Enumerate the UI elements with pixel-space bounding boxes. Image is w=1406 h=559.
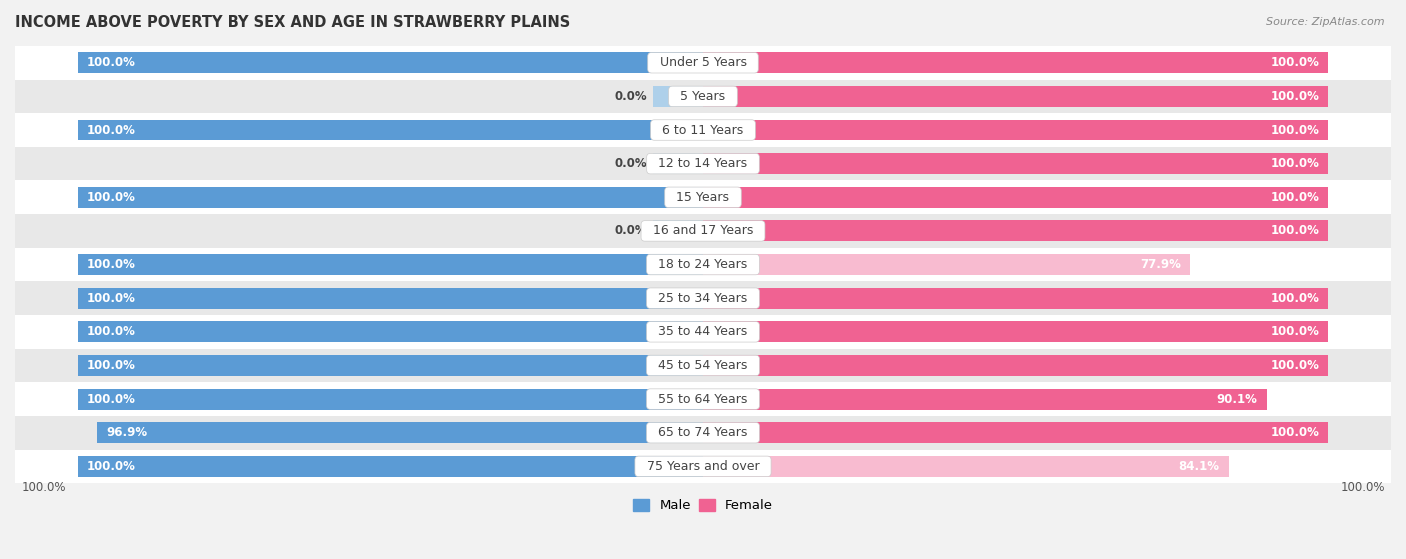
Bar <box>652 220 703 241</box>
Bar <box>15 46 1391 79</box>
Bar <box>703 389 1267 410</box>
Text: 100.0%: 100.0% <box>87 191 136 204</box>
Bar <box>703 355 1329 376</box>
Text: 100.0%: 100.0% <box>87 325 136 338</box>
Bar <box>703 86 1329 107</box>
Bar <box>15 79 1391 113</box>
Bar <box>77 456 703 477</box>
Text: 90.1%: 90.1% <box>1216 392 1257 406</box>
Bar <box>77 355 703 376</box>
Bar <box>15 248 1391 281</box>
Text: 15 Years: 15 Years <box>668 191 738 204</box>
Bar <box>15 147 1391 181</box>
Text: 100.0%: 100.0% <box>87 359 136 372</box>
Bar <box>703 321 1329 342</box>
Bar <box>703 53 1329 73</box>
Text: 77.9%: 77.9% <box>1140 258 1181 271</box>
Bar <box>703 422 1329 443</box>
Text: 6 to 11 Years: 6 to 11 Years <box>654 124 752 136</box>
Text: 100.0%: 100.0% <box>1270 56 1319 69</box>
Text: 0.0%: 0.0% <box>614 90 647 103</box>
Text: Under 5 Years: Under 5 Years <box>651 56 755 69</box>
Text: 100.0%: 100.0% <box>87 460 136 473</box>
Text: INCOME ABOVE POVERTY BY SEX AND AGE IN STRAWBERRY PLAINS: INCOME ABOVE POVERTY BY SEX AND AGE IN S… <box>15 15 571 30</box>
Bar <box>77 321 703 342</box>
Bar <box>77 120 703 140</box>
Text: 12 to 14 Years: 12 to 14 Years <box>651 157 755 170</box>
Bar <box>703 187 1329 208</box>
Bar <box>703 153 1329 174</box>
Bar <box>15 349 1391 382</box>
Bar <box>15 315 1391 349</box>
Text: 100.0%: 100.0% <box>87 124 136 136</box>
Bar <box>703 254 1191 275</box>
Text: 100.0%: 100.0% <box>87 258 136 271</box>
Text: 100.0%: 100.0% <box>21 481 66 494</box>
Text: 100.0%: 100.0% <box>1270 157 1319 170</box>
Text: 0.0%: 0.0% <box>614 224 647 238</box>
Text: 100.0%: 100.0% <box>87 292 136 305</box>
Bar <box>15 214 1391 248</box>
Text: 100.0%: 100.0% <box>87 392 136 406</box>
Text: 100.0%: 100.0% <box>1340 481 1385 494</box>
Text: 100.0%: 100.0% <box>1270 325 1319 338</box>
Bar <box>703 456 1229 477</box>
Text: 35 to 44 Years: 35 to 44 Years <box>651 325 755 338</box>
Bar <box>97 422 703 443</box>
Text: 5 Years: 5 Years <box>672 90 734 103</box>
Bar <box>703 120 1329 140</box>
Text: 96.9%: 96.9% <box>107 426 148 439</box>
Legend: Male, Female: Male, Female <box>627 494 779 518</box>
Bar <box>15 382 1391 416</box>
Bar <box>15 416 1391 449</box>
Text: 100.0%: 100.0% <box>1270 191 1319 204</box>
Bar <box>77 187 703 208</box>
Text: 45 to 54 Years: 45 to 54 Years <box>651 359 755 372</box>
Text: 16 and 17 Years: 16 and 17 Years <box>645 224 761 238</box>
Bar <box>77 254 703 275</box>
Text: 65 to 74 Years: 65 to 74 Years <box>651 426 755 439</box>
Bar <box>703 220 1329 241</box>
Text: 100.0%: 100.0% <box>1270 90 1319 103</box>
Bar <box>652 153 703 174</box>
Text: 100.0%: 100.0% <box>87 56 136 69</box>
Text: Source: ZipAtlas.com: Source: ZipAtlas.com <box>1267 17 1385 27</box>
Text: 75 Years and over: 75 Years and over <box>638 460 768 473</box>
Bar <box>77 288 703 309</box>
Bar <box>15 113 1391 147</box>
Text: 100.0%: 100.0% <box>1270 292 1319 305</box>
Text: 100.0%: 100.0% <box>1270 224 1319 238</box>
Text: 100.0%: 100.0% <box>1270 426 1319 439</box>
Bar <box>15 449 1391 483</box>
Bar <box>703 288 1329 309</box>
Text: 0.0%: 0.0% <box>614 157 647 170</box>
Text: 84.1%: 84.1% <box>1178 460 1219 473</box>
Bar <box>652 86 703 107</box>
Text: 25 to 34 Years: 25 to 34 Years <box>651 292 755 305</box>
Bar <box>77 53 703 73</box>
Text: 100.0%: 100.0% <box>1270 124 1319 136</box>
Text: 55 to 64 Years: 55 to 64 Years <box>651 392 755 406</box>
Text: 18 to 24 Years: 18 to 24 Years <box>651 258 755 271</box>
Bar <box>15 181 1391 214</box>
Bar <box>15 281 1391 315</box>
Bar <box>77 389 703 410</box>
Text: 100.0%: 100.0% <box>1270 359 1319 372</box>
